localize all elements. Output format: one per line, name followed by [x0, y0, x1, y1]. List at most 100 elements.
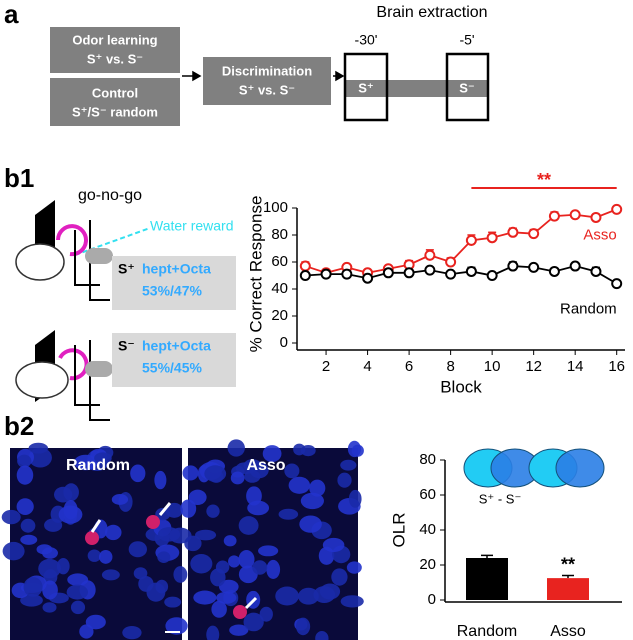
nucleus — [331, 568, 348, 586]
nucleus — [215, 560, 230, 574]
cell — [85, 531, 99, 545]
point — [486, 270, 498, 281]
y-tick-label: 100 — [263, 199, 288, 216]
ratio: 53%/47% — [142, 283, 202, 299]
odor: hept+Octa — [142, 338, 211, 354]
legend-label: Random — [560, 301, 617, 318]
x-tick-label: 6 — [405, 358, 413, 375]
nucleus — [42, 602, 57, 613]
x-tick-label: 10 — [484, 358, 501, 375]
nucleus — [340, 459, 357, 471]
time: -5' — [459, 32, 474, 48]
point — [424, 249, 436, 261]
y-tick-label: 0 — [280, 334, 288, 351]
nucleus — [300, 492, 324, 510]
y-tick-label: 60 — [271, 253, 288, 270]
point — [590, 211, 602, 223]
nucleus — [94, 452, 112, 464]
stimulus: S⁻ — [118, 338, 135, 354]
panel-label: b1 — [4, 163, 34, 193]
bar — [547, 578, 589, 600]
significance-label: ** — [537, 170, 551, 190]
nucleus — [17, 454, 32, 468]
point — [465, 234, 477, 246]
y-tick-label: 40 — [271, 280, 288, 297]
nucleus — [348, 489, 362, 508]
nucleus — [146, 582, 166, 602]
nucleus — [53, 486, 73, 503]
nucleus — [347, 440, 362, 458]
point — [507, 226, 519, 238]
point — [528, 261, 540, 273]
nucleus — [122, 625, 142, 640]
nucleus — [278, 508, 299, 520]
point — [299, 270, 311, 281]
point — [424, 264, 436, 276]
point — [341, 268, 353, 280]
box-text: Control — [92, 85, 138, 100]
nucleus — [284, 463, 300, 479]
nucleus — [299, 515, 322, 533]
nucleus — [288, 476, 311, 494]
nucleus — [73, 454, 98, 471]
y-tick-label: 20 — [271, 307, 288, 324]
series-line — [305, 265, 618, 285]
micrograph — [1, 439, 364, 640]
x-tick-label: 14 — [567, 358, 584, 375]
nucleus — [154, 470, 167, 490]
nucleus — [173, 566, 188, 583]
point — [569, 260, 581, 272]
nucleus — [262, 445, 282, 463]
panel-label: b2 — [4, 411, 34, 441]
nucleus — [155, 507, 171, 521]
cell — [233, 605, 247, 619]
nucleus — [70, 600, 86, 615]
nucleus — [20, 518, 36, 533]
x-axis-label: Block — [440, 377, 482, 396]
nucleus — [58, 505, 83, 524]
nucleus — [293, 443, 306, 456]
x-tick-label: 12 — [525, 358, 542, 375]
nucleus — [309, 479, 326, 497]
point — [507, 260, 519, 272]
nucleus — [340, 595, 364, 608]
y-tick-label: 80 — [271, 226, 288, 243]
nucleus — [346, 561, 362, 574]
nucleus — [1, 509, 21, 525]
nucleus — [298, 587, 319, 605]
nucleus — [180, 499, 197, 518]
nucleus — [105, 524, 122, 541]
arrow — [158, 502, 172, 516]
point — [445, 268, 457, 280]
nucleus — [188, 489, 207, 505]
nucleus — [266, 559, 281, 580]
box-text: S⁺ — [358, 80, 374, 95]
point — [299, 260, 311, 272]
nucleus — [223, 535, 237, 547]
nucleus — [204, 465, 227, 482]
nucleus — [20, 593, 43, 607]
reward: Water reward — [150, 218, 234, 234]
x-tick-label: Random — [457, 623, 517, 640]
significance-label: ** — [561, 554, 575, 574]
series-line — [305, 208, 618, 274]
nucleus — [56, 558, 70, 575]
nucleus — [238, 516, 259, 535]
nucleus — [206, 625, 220, 640]
nucleus — [193, 590, 217, 605]
nucleus — [295, 617, 311, 636]
arrow — [182, 70, 345, 82]
point — [382, 267, 394, 279]
nucleus — [249, 461, 269, 479]
nucleus — [216, 591, 237, 604]
nucleus — [42, 580, 58, 600]
point — [362, 272, 374, 284]
nucleus — [258, 545, 279, 557]
nucleus — [111, 494, 129, 505]
nucleus — [313, 586, 336, 604]
x-tick-label: 2 — [322, 358, 330, 375]
x-tick-label: Asso — [550, 623, 586, 640]
nucleus — [20, 534, 38, 545]
reward-line — [74, 227, 151, 256]
